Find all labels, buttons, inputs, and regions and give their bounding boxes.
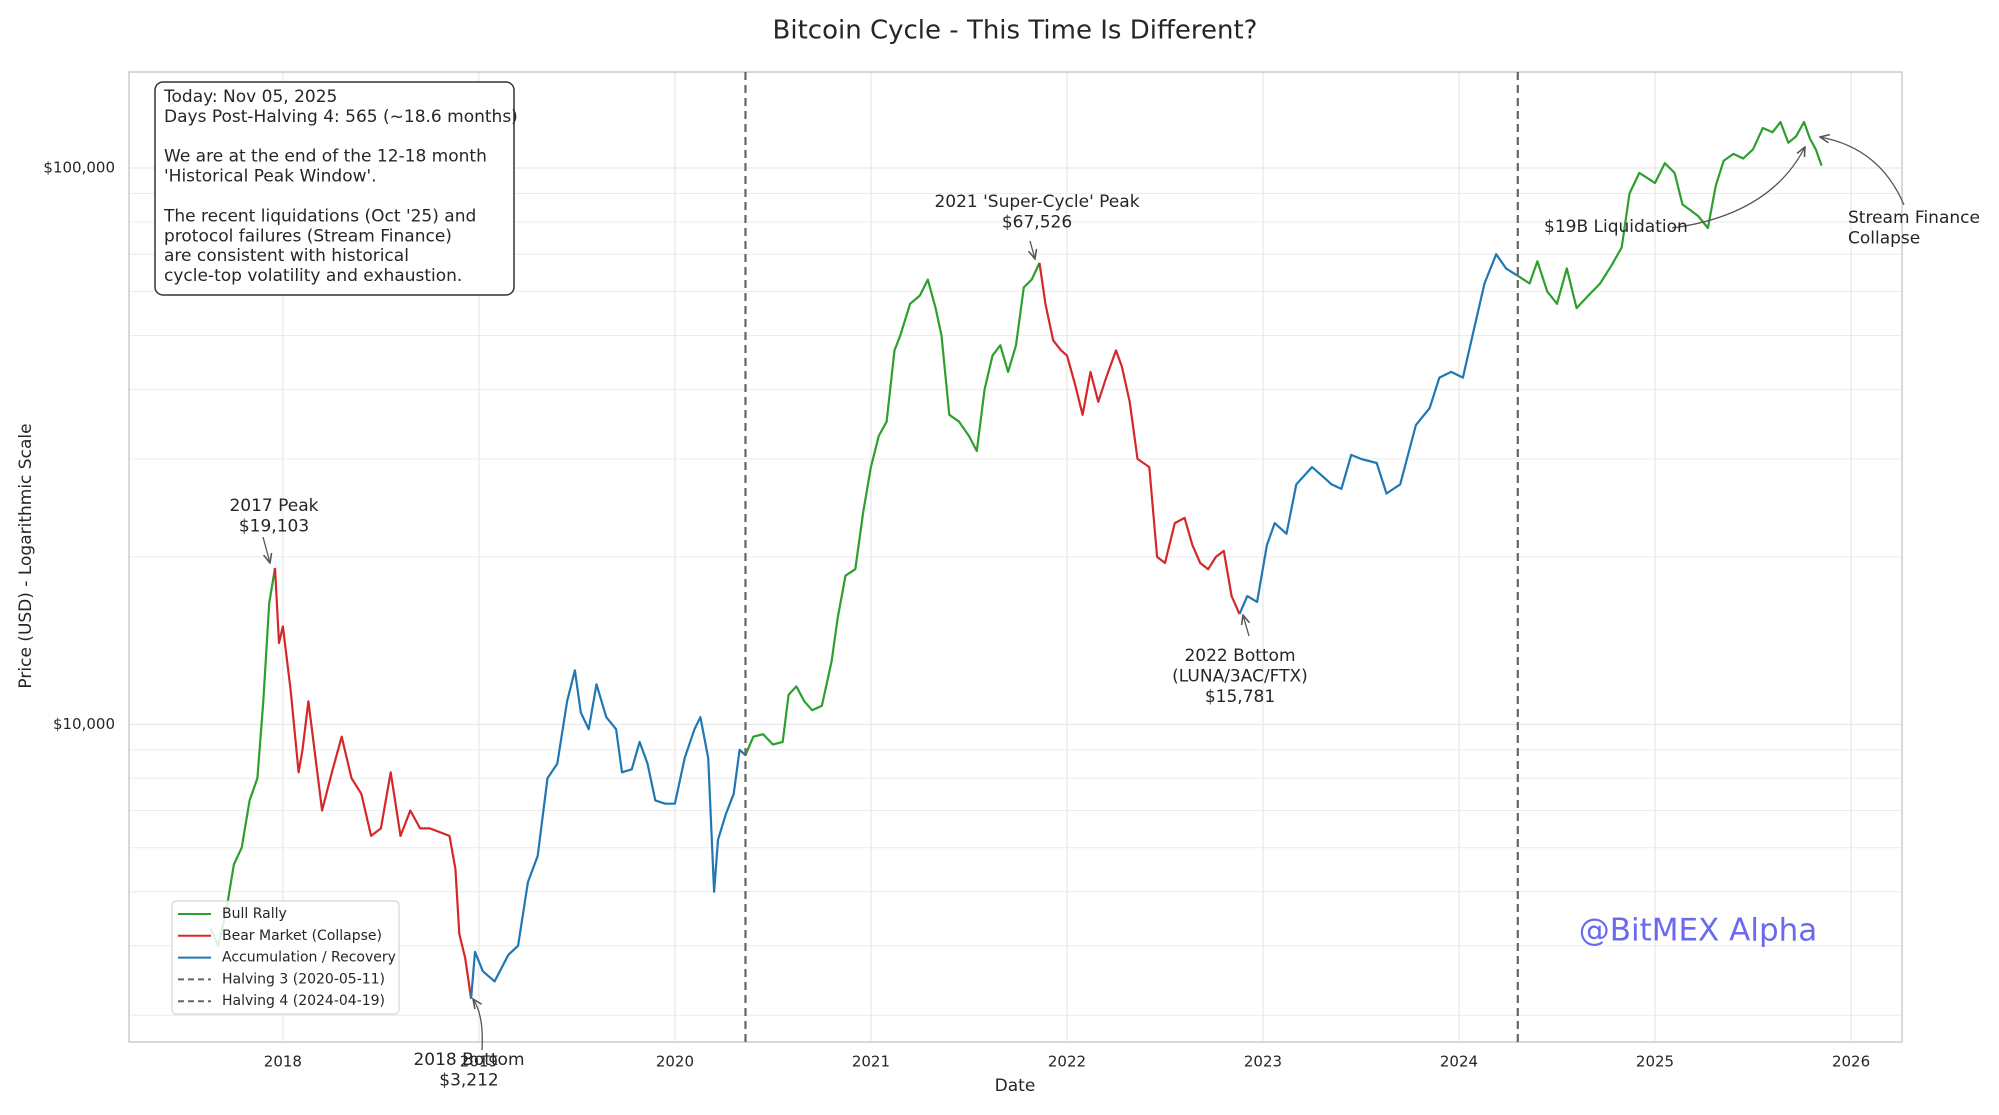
annotation-text: 2021 'Super-Cycle' Peak [934,192,1139,212]
info-box [154,81,515,296]
x-axis-label: Date [995,1076,1036,1096]
info-text: cycle-top volatility and exhaustion. [164,266,462,286]
annotation-arrow [1243,615,1249,637]
info-text: are consistent with historical [164,246,409,266]
annotation-text: (LUNA/3AC/FTX) [1172,667,1308,687]
annotation-text: Collapse [1848,229,1920,249]
annotation-arrow [473,999,483,1051]
annotation-arrow [1671,147,1805,229]
x-tick-label: 2021 [852,1053,890,1071]
legend-label: Halving 4 (2024-04-19) [222,993,385,1009]
x-tick-label: 2023 [1244,1053,1282,1071]
watermark: @BitMEX Alpha [1579,913,1818,949]
annotation-text: 2022 Bottom [1184,646,1295,666]
chart-title: Bitcoin Cycle - This Time Is Different? [773,16,1258,46]
info-text: We are at the end of the 12-18 month [164,147,487,167]
legend-label: Accumulation / Recovery [222,950,396,966]
annotation-arrow [262,536,270,563]
x-tick-label: 2020 [656,1053,694,1071]
x-tick-label: 2026 [1832,1053,1870,1071]
x-tick-label: 2018 [264,1053,302,1071]
price-line [470,253,1519,999]
x-tick-label: 2024 [1440,1053,1478,1071]
annotation-arrow [1820,137,1905,206]
x-tick-label: 2022 [1048,1053,1086,1071]
x-tick-label: 2025 [1636,1053,1674,1071]
legend-label: Bear Market (Collapse) [222,928,382,944]
info-text: The recent liquidations (Oct '25) and [163,206,476,226]
y-tick-label: $10,000 [53,715,115,733]
legend-box [171,900,400,1015]
annotation-text: $15,781 [1205,687,1275,707]
plot-border [128,71,1903,1043]
info-text: Days Post-Halving 4: 565 (~18.6 months) [164,107,518,127]
annotation-text: 2017 Peak [229,496,318,516]
annotation-text: $67,526 [1002,213,1072,233]
y-tick-label: $100,000 [43,159,115,177]
annotation-text: $3,212 [439,1071,498,1091]
annotation-text: 2018 Bottom [413,1050,524,1070]
annotation-text: $19B Liquidation [1544,217,1688,237]
legend-label: Halving 3 (2020-05-11) [222,971,385,987]
annotation-text: $19,103 [239,517,309,537]
annotation-arrow [1030,240,1035,259]
legend-label: Bull Rally [222,906,287,922]
x-tick-label: 2019 [460,1053,498,1071]
info-text: Today: Nov 05, 2025 [163,87,337,107]
price-line [273,262,1241,999]
y-axis-label: Price (USD) - Logarithmic Scale [16,423,36,688]
info-text: 'Historical Peak Window'. [164,167,377,187]
annotation-text: Stream Finance [1848,208,1980,228]
info-text: protocol failures (Stream Finance) [164,226,452,246]
